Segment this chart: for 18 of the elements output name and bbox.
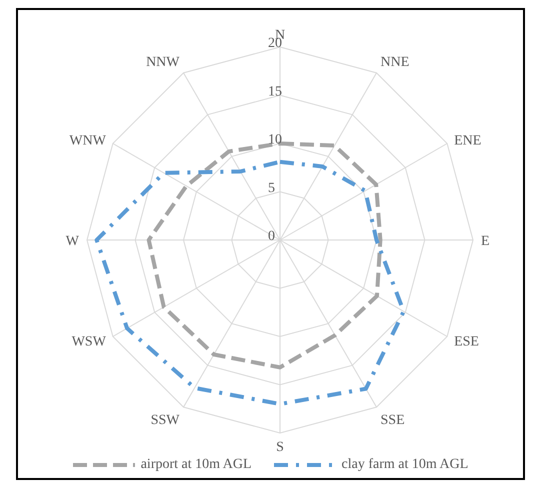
spoke-label: S (276, 440, 284, 455)
y-tick-label: 10 (268, 132, 282, 148)
y-tick-label: 20 (268, 36, 282, 51)
spoke-label: SSE (380, 413, 405, 428)
legend-label: clay farm at 10m AGL (342, 457, 468, 473)
y-tick-label: 0 (268, 229, 275, 244)
spoke-label: ENE (454, 133, 482, 148)
spoke-label: W (66, 234, 80, 249)
y-tick-label: 5 (268, 180, 275, 196)
spoke-label: WSW (72, 334, 107, 350)
spoke-label: WNW (69, 133, 107, 148)
legend-label: airport at 10m AGL (140, 457, 252, 473)
spoke-label: ESE (454, 334, 479, 350)
spoke-label: E (481, 234, 490, 249)
spoke-label: NNE (380, 54, 410, 70)
spoke-label: NNW (146, 54, 180, 70)
y-tick-label: 15 (268, 84, 282, 100)
spoke-label: SSW (150, 413, 180, 428)
